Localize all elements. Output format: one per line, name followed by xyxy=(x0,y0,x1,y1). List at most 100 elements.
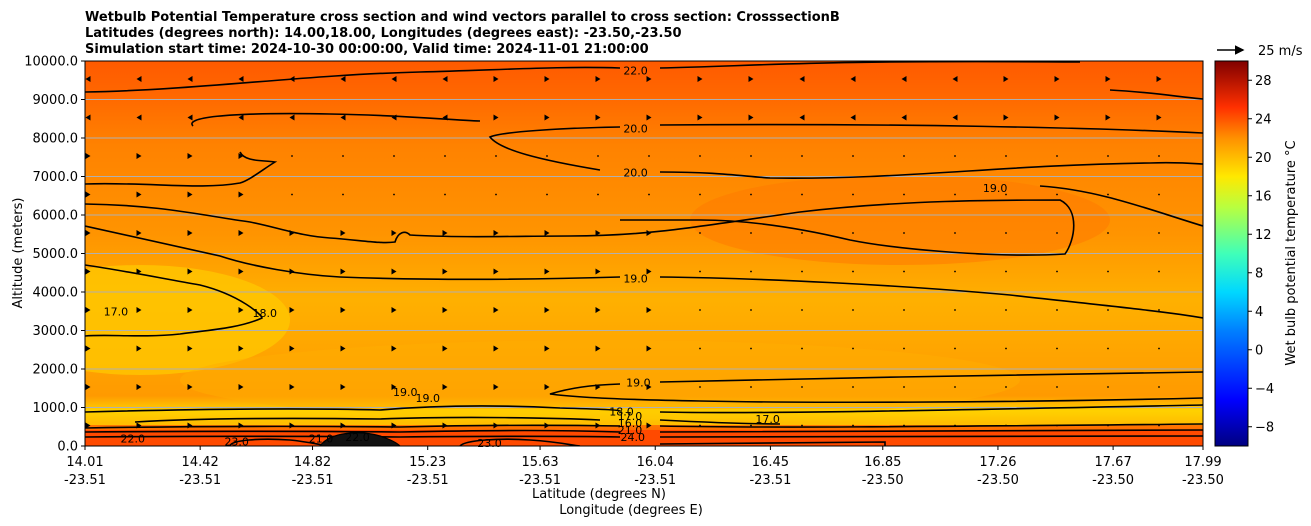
contour-20-upper xyxy=(488,123,1203,179)
wind-vector xyxy=(1158,270,1160,273)
wind-vector xyxy=(85,191,91,198)
wind-vector xyxy=(442,384,448,390)
wind-vector xyxy=(493,114,499,121)
wind-vector xyxy=(801,347,803,350)
wind-vector xyxy=(289,345,295,352)
wind-vector xyxy=(1005,193,1007,196)
wind-vector xyxy=(1107,155,1109,157)
wind-vector xyxy=(85,76,91,82)
wind-vector xyxy=(1107,347,1109,350)
y-gridlines xyxy=(85,61,1203,446)
wind-vector xyxy=(187,307,193,313)
x-tick-label-lat: 14.42 xyxy=(182,455,219,470)
wind-vector xyxy=(903,232,905,234)
wind-vector xyxy=(1158,386,1160,388)
wind-vector xyxy=(1056,424,1058,427)
wind-vector xyxy=(646,230,652,236)
wind-vector xyxy=(697,76,703,82)
wind-vector xyxy=(648,155,650,157)
wind-vector xyxy=(748,76,754,82)
wind-vector xyxy=(1107,386,1109,388)
wind-vector xyxy=(699,347,701,350)
wind-vector xyxy=(901,76,907,82)
wind-vector xyxy=(238,384,244,390)
wind-vector xyxy=(801,270,803,273)
contour-label: 22.0 xyxy=(345,431,370,444)
wind-vector xyxy=(1156,114,1162,121)
wind-vector xyxy=(546,155,548,157)
wind-vector xyxy=(595,230,601,236)
contour-label: 22.0 xyxy=(623,65,648,78)
wind-vector xyxy=(442,76,448,82)
wind-vector xyxy=(954,386,956,388)
contour-label: 20.0 xyxy=(623,167,648,180)
wind-vector xyxy=(1054,76,1060,82)
wind-vector xyxy=(903,193,905,196)
wind-vector xyxy=(493,422,499,429)
wind-vector xyxy=(1003,76,1009,82)
wind-vector xyxy=(391,345,397,352)
wind-vector xyxy=(903,270,905,273)
orange-patch-upper xyxy=(690,175,1110,265)
wind-vector xyxy=(291,155,293,157)
y-tick-label: 3000.0 xyxy=(33,324,79,339)
wind-vector xyxy=(238,230,244,236)
contour-label: 17.0 xyxy=(755,413,780,426)
contour-label: 18.0 xyxy=(609,405,634,418)
wind-vector xyxy=(442,230,448,236)
wind-vector xyxy=(391,268,397,275)
wind-vector xyxy=(750,232,752,234)
wind-vector xyxy=(136,153,142,159)
x-tick-label-lat: 17.26 xyxy=(979,455,1016,470)
wind-vector xyxy=(1158,232,1160,234)
wind-vector xyxy=(595,114,601,121)
wind-vector xyxy=(850,76,856,82)
wind-vector xyxy=(954,193,956,196)
wind-vector xyxy=(136,422,142,429)
wind-vector xyxy=(442,307,448,313)
wind-vector xyxy=(699,424,701,427)
contour-label: 19.0 xyxy=(415,392,440,405)
wind-vector xyxy=(238,268,244,275)
wind-vector xyxy=(136,307,142,313)
wind-vector xyxy=(342,155,344,157)
colorbar-tick-label: −8 xyxy=(1255,420,1274,435)
wind-vector xyxy=(1005,424,1007,427)
x-tick-label-lat: 14.82 xyxy=(294,455,331,470)
contour-19-right xyxy=(1039,185,1203,227)
wind-vector xyxy=(442,345,448,352)
wind-vector xyxy=(954,270,956,273)
x-tick-label-lat: 17.67 xyxy=(1095,455,1132,470)
wind-vector xyxy=(544,307,550,313)
wind-vector xyxy=(544,345,550,352)
wind-vector xyxy=(699,232,701,234)
wind-vector xyxy=(393,193,395,196)
wind-vector xyxy=(799,114,805,121)
chart-title-line-2: Latitudes (degrees north): 14.00,18.00, … xyxy=(85,26,682,41)
wind-vector xyxy=(799,76,805,82)
wind-vector xyxy=(1105,76,1111,82)
wind-vector xyxy=(238,191,244,198)
wind-vector xyxy=(391,230,397,236)
wind-vector xyxy=(646,384,652,390)
contour-label: 19.0 xyxy=(393,386,418,399)
wind-vector xyxy=(187,153,193,159)
wind-vector xyxy=(903,155,905,157)
wind-vectors xyxy=(85,76,1162,429)
wind-vector xyxy=(136,114,142,121)
wind-vector xyxy=(85,422,91,429)
x-tick-label-lon: -23.50 xyxy=(862,473,904,488)
wind-vector xyxy=(340,384,346,390)
x-tick-label-lon: -23.50 xyxy=(1092,473,1134,488)
y-tick-label: 9000.0 xyxy=(33,93,79,108)
wind-vector xyxy=(699,193,701,196)
wind-vector xyxy=(750,155,752,157)
wind-vector xyxy=(954,347,956,350)
wind-vector xyxy=(187,76,193,82)
wind-vector xyxy=(187,384,193,390)
contour-label: 17.0 xyxy=(104,305,129,318)
wind-vector xyxy=(393,155,395,157)
wind-vector xyxy=(493,307,499,313)
wind-vector xyxy=(595,422,601,429)
contour-label: 19.0 xyxy=(623,273,648,286)
